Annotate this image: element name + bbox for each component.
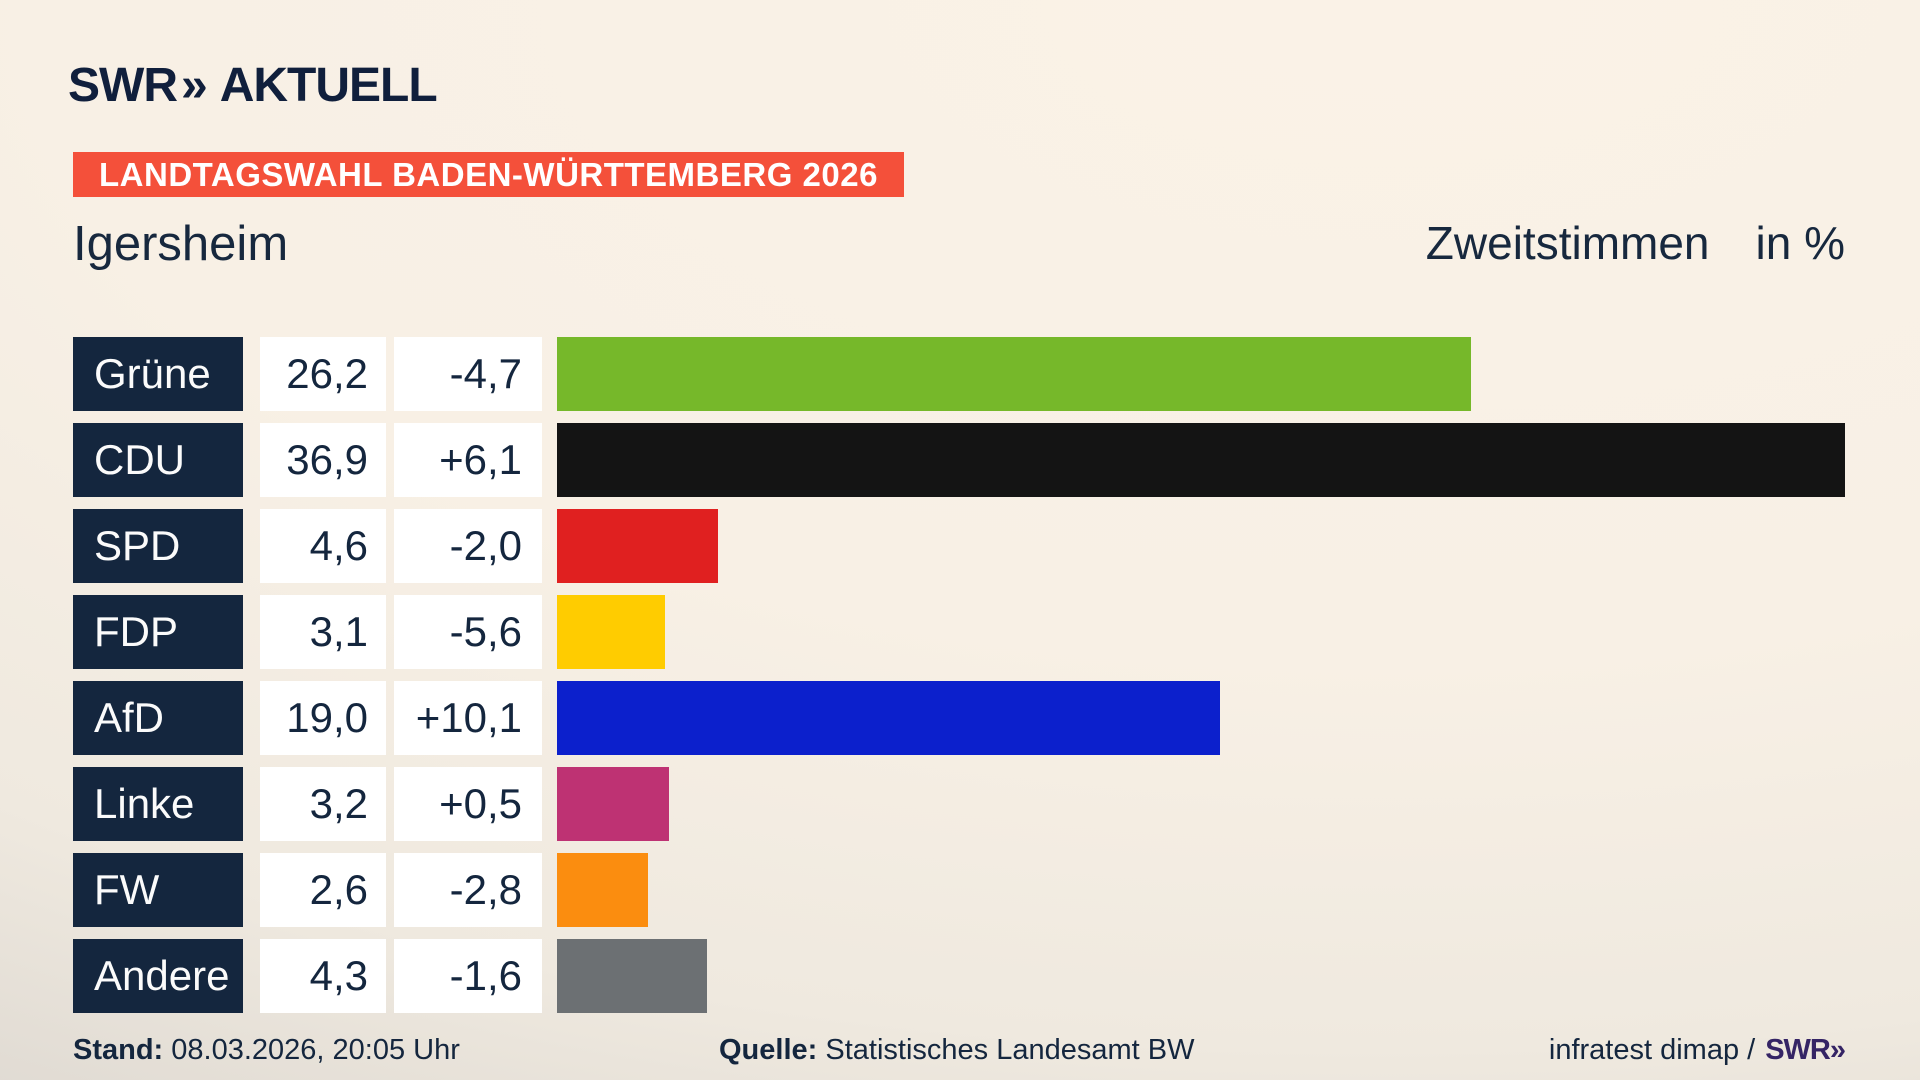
aktuell-logo-text: AKTUELL xyxy=(219,59,438,112)
change-cell: -2,0 xyxy=(394,509,542,583)
bar-track xyxy=(557,509,1920,583)
result-row: FDP 3,1 -5,6 xyxy=(73,595,1920,669)
result-row: Linke 3,2 +0,5 xyxy=(73,767,1920,841)
result-row: Andere 4,3 -1,6 xyxy=(73,939,1920,1013)
stand-label: Stand: xyxy=(73,1034,164,1066)
source-label: Quelle: xyxy=(719,1034,818,1066)
title-row: Igersheim Zweitstimmen in % xyxy=(73,216,1845,272)
change-cell: +10,1 xyxy=(394,681,542,755)
party-label: Andere xyxy=(73,939,243,1013)
result-row: AfD 19,0 +10,1 xyxy=(73,681,1920,755)
source-note: Quelle: Statistisches Landesamt BW xyxy=(719,1034,1194,1067)
change-cell: -2,8 xyxy=(394,853,542,927)
result-bar xyxy=(557,939,708,1013)
chevrons-icon: » xyxy=(180,59,208,112)
result-bar xyxy=(557,595,666,669)
stand-value: 08.03.2026, 20:05 Uhr xyxy=(171,1034,460,1066)
credit-note: infratest dimap / SWR» xyxy=(1548,1034,1846,1067)
value-cell: 4,6 xyxy=(260,509,386,583)
bar-track xyxy=(557,681,1920,755)
swr-aktuell-logo: SWR» AKTUELL xyxy=(68,58,438,113)
footer: Stand: 08.03.2026, 20:05 Uhr Quelle: Sta… xyxy=(0,1034,1920,1074)
party-label: CDU xyxy=(73,423,243,497)
value-cell: 36,9 xyxy=(260,423,386,497)
value-cell: 3,2 xyxy=(260,767,386,841)
change-cell: -5,6 xyxy=(394,595,542,669)
unit-label: in % xyxy=(1755,217,1845,269)
party-label: Grüne xyxy=(73,337,243,411)
change-cell: +0,5 xyxy=(394,767,542,841)
source-value: Statistisches Landesamt BW xyxy=(825,1034,1195,1066)
value-cell: 2,6 xyxy=(260,853,386,927)
result-row: SPD 4,6 -2,0 xyxy=(73,509,1920,583)
value-cell: 26,2 xyxy=(260,337,386,411)
change-cell: +6,1 xyxy=(394,423,542,497)
bar-track xyxy=(557,853,1920,927)
value-cell: 19,0 xyxy=(260,681,386,755)
result-bar xyxy=(557,423,1845,497)
change-cell: -4,7 xyxy=(394,337,542,411)
party-label: AfD xyxy=(73,681,243,755)
party-label: FW xyxy=(73,853,243,927)
result-row: Grüne 26,2 -4,7 xyxy=(73,337,1920,411)
swr-credit-logo: SWR» xyxy=(1765,1034,1846,1066)
result-bar xyxy=(557,853,648,927)
party-label: Linke xyxy=(73,767,243,841)
bar-track xyxy=(557,939,1920,1013)
party-label: SPD xyxy=(73,509,243,583)
chart-rows: Grüne 26,2 -4,7 CDU 36,9 +6,1 SPD 4,6 -2… xyxy=(73,337,1920,1013)
municipality-title: Igersheim xyxy=(73,217,289,271)
result-bar xyxy=(557,681,1221,755)
measure-label: Zweitstimmen xyxy=(1425,217,1710,269)
stand-timestamp: Stand: 08.03.2026, 20:05 Uhr xyxy=(73,1034,460,1067)
result-bar xyxy=(557,337,1472,411)
change-cell: -1,6 xyxy=(394,939,542,1013)
party-label: FDP xyxy=(73,595,243,669)
result-bar xyxy=(557,509,718,583)
result-bar xyxy=(557,767,669,841)
value-cell: 4,3 xyxy=(260,939,386,1013)
bar-track xyxy=(557,595,1920,669)
bar-track xyxy=(557,767,1920,841)
value-cell: 3,1 xyxy=(260,595,386,669)
bar-track xyxy=(557,337,1920,411)
result-row: CDU 36,9 +6,1 xyxy=(73,423,1920,497)
bar-track xyxy=(557,423,1920,497)
credit-text: infratest dimap / xyxy=(1548,1034,1756,1066)
measure-title: Zweitstimmen in % xyxy=(1426,216,1845,272)
result-row: FW 2,6 -2,8 xyxy=(73,853,1920,927)
swr-logo-text: SWR xyxy=(68,59,178,112)
election-badge: LANDTAGSWAHL BADEN-WÜRTTEMBERG 2026 xyxy=(73,152,904,197)
